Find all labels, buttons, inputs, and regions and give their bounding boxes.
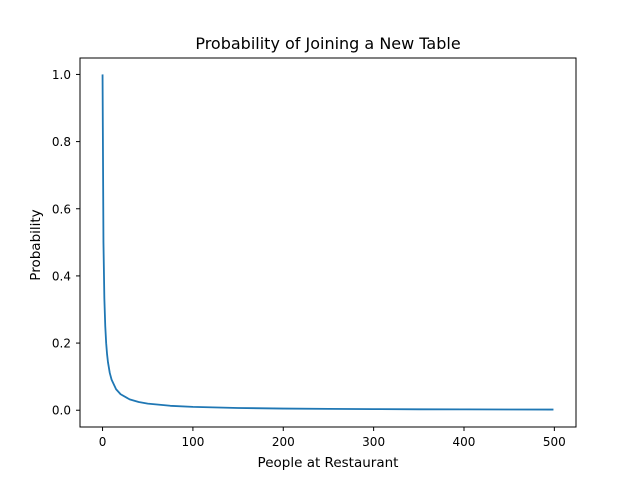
x-tick-label: 300 [362,435,385,449]
y-tick-label: 0.4 [52,269,71,283]
x-tick-label: 100 [181,435,204,449]
y-axis: 0.0 0.2 0.4 0.6 0.8 1.0 [52,68,80,418]
x-axis: 0 100 200 300 400 500 [99,427,566,449]
plot-area [101,74,554,411]
x-tick-label: 400 [453,435,476,449]
chart-title: Probability of Joining a New Table [195,34,460,53]
x-axis-label: People at Restaurant [258,455,399,471]
y-tick-label: 1.0 [52,68,71,82]
axes-frame [79,57,577,428]
y-tick-label: 0.2 [52,337,71,351]
y-tick-label: 0.0 [52,404,71,418]
y-axis-label: Probability [28,209,44,280]
y-tick-label: 0.6 [52,202,71,216]
x-tick-label: 200 [272,435,295,449]
x-tick-label: 0 [99,435,107,449]
y-tick-label: 0.8 [52,135,71,149]
series-line-0 [101,74,554,411]
x-tick-label: 500 [543,435,566,449]
